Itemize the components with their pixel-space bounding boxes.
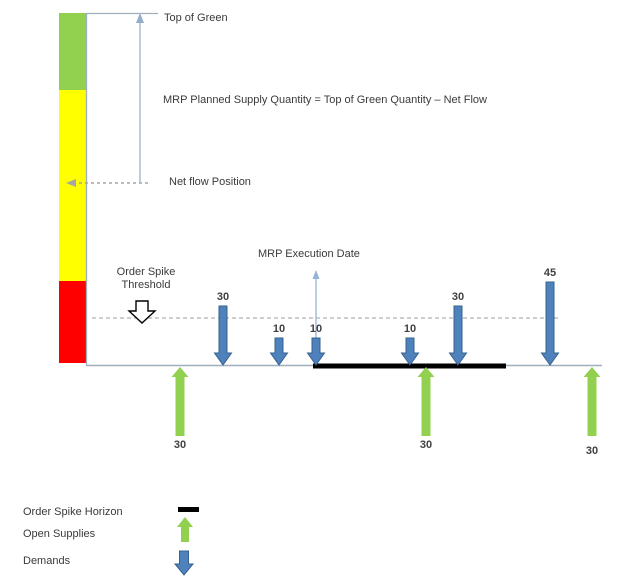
demand-value-label: 30 [216, 291, 230, 303]
demand-arrow-3 [306, 337, 326, 366]
supply-value-label: 30 [173, 439, 187, 451]
net-flow-position-label: Net flow Position [169, 176, 251, 188]
legend-open-supply-arrow-icon [177, 517, 193, 542]
legend-demand-arrow-icon [173, 550, 195, 576]
demand-value-label: 10 [309, 323, 323, 335]
demand-value-label: 10 [403, 323, 417, 335]
supply-value-label: 30 [419, 439, 433, 451]
demand-arrow-6 [540, 281, 560, 366]
net-flow-arrowhead-left-icon [66, 179, 76, 187]
demand-value-label: 30 [451, 291, 465, 303]
order-spike-threshold-line2: Threshold [121, 279, 171, 292]
supply-arrow-1 [171, 367, 189, 436]
order-spike-threshold-label: Order Spike Threshold [104, 266, 188, 292]
legend-label-open-supplies: Open Supplies [23, 528, 96, 540]
supply-arrow-2 [417, 367, 435, 436]
threshold-block-arrow-icon [127, 300, 157, 324]
top-of-green-label: Top of Green [164, 12, 228, 24]
supply-value-label: 30 [585, 445, 599, 457]
order-spike-horizon-bar [313, 363, 506, 369]
demand-value-label: 45 [543, 267, 557, 279]
supply-arrow-3 [583, 367, 601, 436]
mrp-formula-label: MRP Planned Supply Quantity = Top of Gre… [163, 94, 487, 106]
demand-arrow-2 [269, 337, 289, 366]
demand-value-label: 10 [272, 323, 286, 335]
measure-arrowhead-up-icon [136, 13, 144, 23]
legend-order-spike-horizon-dash-icon [178, 507, 199, 512]
demand-arrow-1 [213, 305, 233, 366]
legend-label-order-spike-horizon: Order Spike Horizon [23, 506, 123, 518]
legend-label-demands: Demands [23, 555, 71, 567]
green-zone [59, 13, 86, 90]
order-spike-threshold-line1: Order Spike [116, 266, 176, 278]
demand-arrow-5 [448, 305, 468, 366]
execution-date-arrowhead-icon [312, 270, 320, 279]
demand-arrow-4 [400, 337, 420, 366]
red-zone [59, 281, 86, 363]
mrp-execution-date-label: MRP Execution Date [258, 248, 360, 260]
